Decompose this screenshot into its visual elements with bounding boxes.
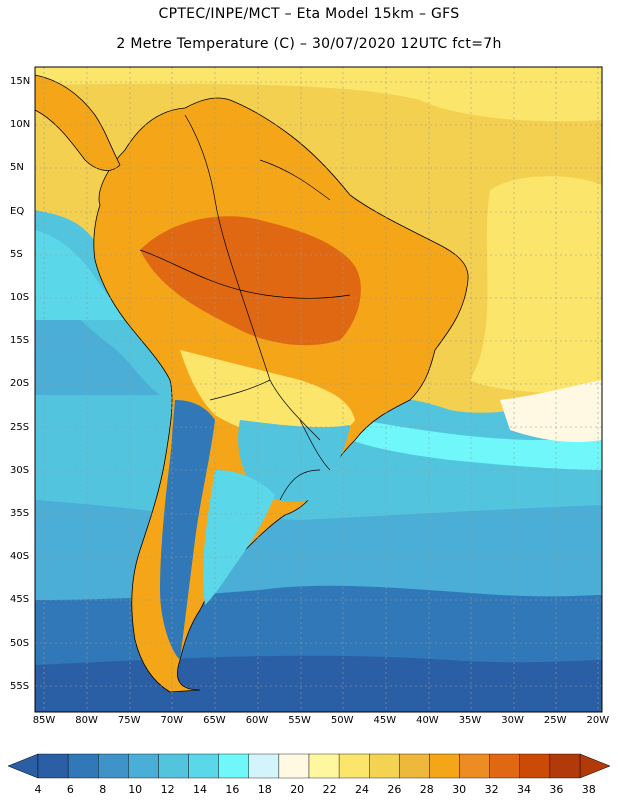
longitude-label: 35W — [458, 715, 482, 726]
colorbar-label: 34 — [517, 783, 531, 796]
colorbar-label: 12 — [160, 783, 175, 796]
andes-cold-region — [160, 400, 215, 660]
latitude-label: 15N — [10, 76, 31, 87]
latitude-label: 15S — [10, 335, 30, 347]
colorbar-swatch — [188, 753, 219, 779]
longitude-label: 30W — [501, 715, 524, 726]
latitude-label: 40S — [10, 551, 30, 563]
latitude-label: 55S — [10, 680, 30, 692]
colorbar-swatch — [37, 753, 69, 779]
longitude-label: 20W — [586, 715, 610, 726]
colorbar-label: 16 — [225, 783, 240, 796]
patagonia-cool-region — [203, 470, 275, 605]
colorbar-label: 26 — [387, 783, 402, 796]
colorbar-label: 4 — [34, 783, 42, 796]
colorbar-swatch — [158, 753, 189, 779]
colorbar-label: 24 — [355, 783, 369, 796]
colorbar-swatch — [218, 753, 249, 779]
colorbar-label: 22 — [322, 783, 337, 796]
latitude-label: 5S — [10, 248, 23, 260]
colorbar-swatch — [67, 753, 99, 779]
latitude-label: 20S — [10, 378, 30, 390]
colorbar-swatch — [278, 753, 310, 779]
colorbar-low-arrow — [7, 753, 39, 779]
colorbar-swatch — [338, 753, 370, 779]
colorbar-swatch — [128, 753, 159, 779]
ocean-yellow-patch — [470, 176, 602, 400]
colorbar-label: 14 — [193, 783, 207, 796]
map-frame — [34, 66, 603, 713]
colorbar-swatch — [308, 753, 340, 779]
central-warm-region — [180, 350, 355, 447]
latitude-label: EQ — [10, 205, 25, 217]
ocean-pale-band — [500, 380, 602, 442]
colorbar-label: 38 — [581, 783, 596, 796]
map-title: CPTEC/INPE/MCT – Eta Model 15km – GFS — [158, 6, 460, 22]
ocean-coldest-band — [35, 655, 602, 712]
colorbar-label: 6 — [66, 783, 74, 796]
longitude-label: 50W — [330, 715, 354, 726]
colorbar-swatch — [549, 753, 581, 779]
colorbar-swatch — [399, 753, 430, 779]
latitude-label: 30S — [10, 464, 30, 476]
central-america-landmass — [35, 74, 121, 171]
colorbar-label: 20 — [290, 783, 305, 796]
colorbar-label: 30 — [452, 783, 467, 796]
longitude-label: 40W — [416, 715, 439, 726]
colorbar-label: 28 — [419, 783, 434, 796]
latitude-label: 45S — [10, 594, 30, 606]
longitude-label: 70W — [160, 715, 184, 726]
latitude-label: 25S — [10, 421, 30, 433]
colorbar-swatch — [98, 753, 129, 779]
southern-plains-cool — [238, 420, 350, 502]
colorbar-label: 10 — [128, 783, 143, 796]
longitude-label: 55W — [288, 715, 311, 726]
longitude-label: 85W — [32, 715, 56, 726]
colorbar-swatch — [248, 753, 280, 779]
latitude-label: 35S — [10, 508, 30, 519]
latitude-label: 50S — [10, 637, 30, 649]
ocean-west-light — [35, 230, 130, 320]
ocean-cyan-band — [350, 420, 602, 470]
colorbar-swatch — [459, 753, 490, 779]
longitude-label: 80W — [75, 715, 98, 726]
colorbar-swatch — [519, 753, 551, 779]
colorbar-label: 18 — [257, 783, 272, 796]
ocean-north-band — [35, 67, 602, 122]
colorbar-swatch — [429, 753, 460, 779]
amazon-hot-region — [140, 216, 361, 346]
longitude-label: 65W — [203, 715, 226, 726]
latitude-label: 5N — [10, 162, 24, 174]
map-subtitle: 2 Metre Temperature (C) – 30/07/2020 12U… — [116, 36, 502, 52]
colorbar-label: 36 — [549, 783, 564, 796]
longitude-label: 75W — [117, 715, 141, 726]
country-borders — [139, 114, 351, 501]
colorbar-swatch — [369, 753, 400, 779]
latitude-label: 10N — [10, 119, 31, 131]
longitude-label: 45W — [373, 715, 397, 726]
latitude-label: 10S — [10, 292, 30, 303]
colorbar-high-arrow — [579, 753, 611, 779]
colorbar-label: 8 — [99, 783, 107, 796]
colorbar-label: 32 — [484, 783, 499, 796]
colorbar-swatch — [489, 753, 520, 779]
longitude-label: 60W — [245, 715, 269, 726]
map-plot-area — [35, 67, 602, 712]
longitude-label: 25W — [543, 715, 567, 726]
colorbar — [7, 753, 611, 779]
